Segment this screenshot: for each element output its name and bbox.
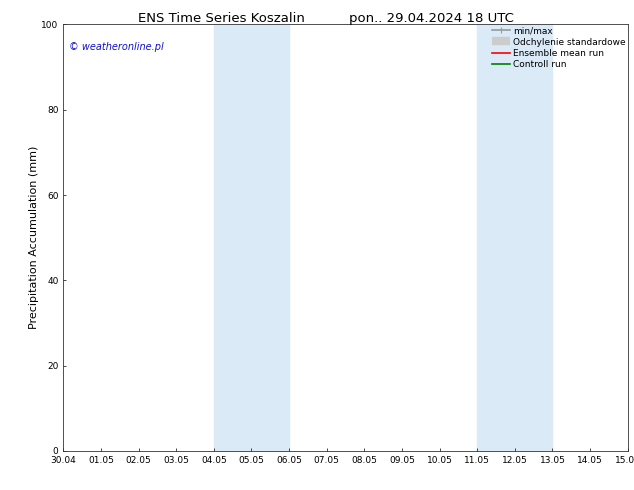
- Y-axis label: Precipitation Accumulation (mm): Precipitation Accumulation (mm): [29, 146, 39, 329]
- Bar: [477, 24, 552, 451]
- Legend: min/max, Odchylenie standardowe, Ensemble mean run, Controll run: min/max, Odchylenie standardowe, Ensembl…: [491, 26, 626, 69]
- Text: ENS Time Series Koszalin: ENS Time Series Koszalin: [138, 12, 306, 25]
- Text: © weatheronline.pl: © weatheronline.pl: [69, 42, 164, 51]
- Text: pon.. 29.04.2024 18 UTC: pon.. 29.04.2024 18 UTC: [349, 12, 514, 25]
- Bar: [214, 24, 289, 451]
